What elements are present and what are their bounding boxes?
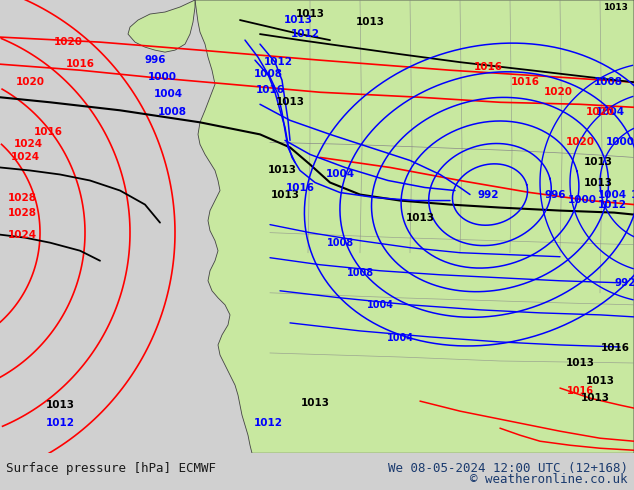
Text: 1016: 1016	[600, 343, 630, 353]
Text: 1004: 1004	[597, 190, 626, 199]
Text: 1024: 1024	[10, 152, 39, 162]
Text: 1016: 1016	[510, 77, 540, 87]
Text: 1013: 1013	[566, 358, 595, 368]
Text: 1012: 1012	[46, 418, 75, 428]
Text: 1012: 1012	[264, 57, 292, 67]
Text: 992: 992	[477, 190, 499, 199]
Text: 1013: 1013	[271, 190, 299, 199]
Text: 1008: 1008	[630, 190, 634, 199]
Text: 1020: 1020	[15, 77, 44, 87]
Text: 1004: 1004	[387, 333, 413, 343]
Polygon shape	[128, 0, 195, 52]
Text: 1013: 1013	[283, 15, 313, 25]
Text: 1028: 1028	[8, 208, 37, 218]
Text: 1000: 1000	[605, 137, 634, 147]
Text: 1000: 1000	[567, 195, 597, 204]
Text: 1013: 1013	[356, 17, 384, 27]
Text: © weatheronline.co.uk: © weatheronline.co.uk	[470, 473, 628, 486]
Text: 1020: 1020	[543, 87, 573, 97]
Text: 1016: 1016	[256, 85, 285, 95]
Text: 1016: 1016	[65, 59, 94, 69]
Text: 996: 996	[145, 55, 165, 65]
Polygon shape	[195, 0, 634, 453]
Text: 1013: 1013	[295, 9, 325, 19]
Text: 1008: 1008	[346, 268, 373, 278]
Text: 1024: 1024	[8, 230, 37, 240]
Text: 1008: 1008	[157, 107, 186, 117]
Text: 1012: 1012	[290, 29, 320, 39]
Text: We 08-05-2024 12:00 UTC (12+168): We 08-05-2024 12:00 UTC (12+168)	[387, 463, 628, 475]
Text: 1004: 1004	[366, 300, 394, 310]
Text: 1013: 1013	[583, 157, 612, 168]
Text: 1013: 1013	[406, 213, 434, 222]
Text: 1013: 1013	[602, 2, 628, 12]
Text: 1013: 1013	[301, 398, 330, 408]
Text: 1016: 1016	[285, 182, 314, 193]
Text: 996: 996	[544, 190, 566, 199]
Text: 1008: 1008	[254, 69, 283, 79]
Text: 1004: 1004	[325, 170, 354, 179]
Text: 1013: 1013	[46, 400, 75, 410]
Text: 992: 992	[614, 278, 634, 288]
Text: 1020: 1020	[53, 37, 82, 47]
Text: 1013: 1013	[583, 177, 612, 188]
Text: 1012: 1012	[597, 199, 626, 210]
Text: 1024: 1024	[13, 139, 42, 149]
Text: 1028: 1028	[8, 193, 37, 202]
Text: 1008: 1008	[593, 77, 623, 87]
Text: 1013: 1013	[586, 376, 614, 386]
Text: 1004: 1004	[595, 107, 624, 117]
Text: 1020: 1020	[566, 137, 595, 147]
Text: Surface pressure [hPa] ECMWF: Surface pressure [hPa] ECMWF	[6, 463, 216, 475]
Text: 1016: 1016	[34, 127, 63, 137]
Text: 1016: 1016	[567, 386, 593, 396]
Text: 1013: 1013	[268, 166, 297, 175]
Text: 1013: 1013	[581, 393, 609, 403]
Text: 1004: 1004	[153, 89, 183, 99]
Text: 1020: 1020	[586, 107, 614, 117]
Text: 1000: 1000	[148, 72, 176, 82]
Text: 1016: 1016	[474, 62, 503, 72]
Text: 1013: 1013	[276, 98, 304, 107]
Text: 1008: 1008	[327, 238, 354, 247]
Text: 1012: 1012	[254, 418, 283, 428]
